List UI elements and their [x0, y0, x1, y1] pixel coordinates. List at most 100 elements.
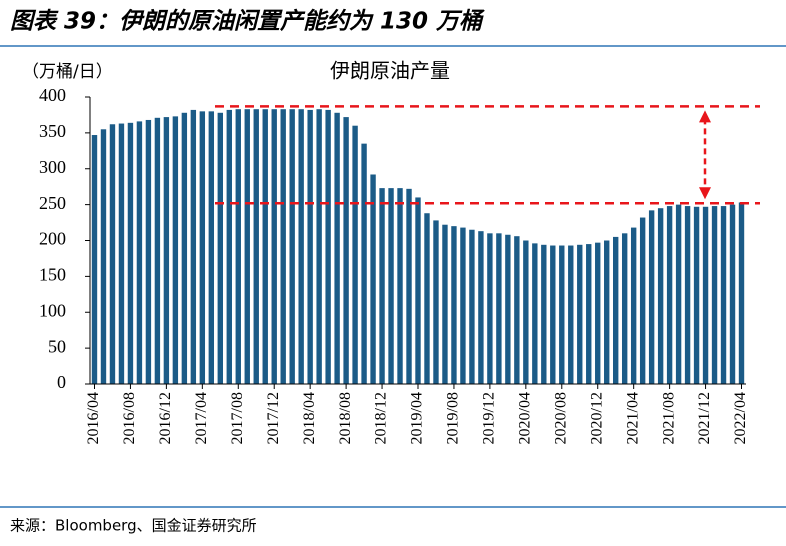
bar — [334, 112, 340, 384]
bar — [262, 109, 268, 384]
bar — [532, 243, 538, 384]
bar — [648, 210, 655, 384]
bar — [496, 233, 502, 384]
bar — [181, 112, 188, 384]
y-tick-label: 200 — [39, 229, 66, 249]
bar — [568, 245, 574, 384]
x-tick-label: 2017/12 — [265, 392, 282, 444]
bar — [505, 234, 511, 384]
x-tick-label: 2017/08 — [229, 392, 246, 444]
arrow-head — [699, 187, 711, 200]
bar — [738, 202, 745, 384]
bar — [199, 111, 206, 384]
y-tick-label: 250 — [39, 193, 66, 213]
bar — [541, 244, 547, 384]
x-tick-label: 2022/04 — [732, 392, 749, 444]
bar — [226, 109, 232, 384]
x-tick-label: 2017/04 — [193, 392, 210, 444]
bar — [442, 224, 448, 384]
y-tick-label: 0 — [57, 372, 66, 392]
x-tick-label: 2021/12 — [696, 392, 713, 444]
bar — [145, 119, 152, 385]
bar — [127, 122, 134, 384]
bar — [720, 206, 727, 384]
bar — [388, 188, 394, 384]
y-axis-label: （万桶/日） — [22, 62, 113, 82]
bar — [702, 206, 709, 384]
bar — [253, 109, 259, 384]
bar — [370, 174, 376, 384]
bar — [172, 116, 179, 384]
bar — [91, 135, 98, 384]
bar — [657, 208, 664, 384]
bar — [451, 226, 457, 384]
x-tick-label: 2020/08 — [552, 392, 569, 444]
bar — [190, 109, 197, 384]
bar — [343, 117, 349, 384]
bar — [271, 109, 277, 384]
bar — [289, 109, 295, 384]
bar — [163, 117, 170, 384]
bar — [154, 117, 161, 385]
bar — [415, 197, 421, 384]
bar — [406, 188, 412, 384]
bar — [550, 245, 556, 384]
bar — [352, 125, 358, 384]
bar — [639, 217, 646, 384]
source: 来源：Bloomberg、国金证券研究所 — [10, 517, 257, 535]
caption: 图表 39：伊朗的原油闲置产能约为 130 万桶 — [10, 9, 485, 35]
bar — [325, 109, 331, 384]
bar — [307, 109, 313, 384]
bar — [361, 143, 367, 384]
bar — [666, 206, 673, 384]
bar — [523, 240, 529, 384]
bar — [711, 206, 718, 384]
bar — [487, 233, 493, 384]
y-tick-label: 150 — [39, 265, 66, 285]
bar — [514, 236, 520, 384]
x-tick-label: 2018/08 — [337, 392, 354, 444]
x-tick-label: 2016/04 — [85, 392, 102, 444]
x-tick-label: 2019/12 — [481, 392, 498, 444]
y-tick-label: 350 — [39, 121, 66, 141]
x-tick-label: 2018/04 — [301, 392, 318, 444]
bar — [675, 204, 682, 384]
bar — [280, 109, 286, 384]
bar — [586, 244, 592, 384]
x-tick-label: 2020/12 — [588, 392, 605, 444]
x-tick-label: 2018/12 — [373, 392, 390, 444]
bar — [244, 109, 250, 384]
bar — [433, 220, 439, 384]
bar — [684, 206, 691, 384]
x-tick-label: 2016/12 — [157, 392, 174, 444]
bar — [136, 121, 143, 385]
bar — [109, 124, 116, 384]
bar — [693, 206, 700, 384]
bar — [478, 231, 484, 384]
bar — [100, 129, 107, 384]
x-tick-label: 2016/08 — [121, 392, 138, 444]
bar — [118, 123, 125, 385]
bar — [604, 240, 610, 384]
y-tick-label: 400 — [39, 85, 66, 105]
bar — [577, 244, 583, 384]
arrow-head — [699, 110, 711, 123]
x-tick-label: 2020/04 — [517, 392, 534, 444]
y-tick-label: 100 — [39, 300, 66, 320]
bar — [595, 242, 601, 384]
bar — [397, 188, 403, 384]
x-tick-label: 2021/08 — [660, 392, 677, 444]
y-tick-label: 50 — [48, 336, 66, 356]
x-tick-label: 2019/04 — [409, 392, 426, 444]
bar — [298, 109, 304, 384]
bar — [316, 109, 322, 384]
y-tick-label: 300 — [39, 157, 66, 177]
bar — [235, 109, 241, 384]
bar — [424, 213, 430, 384]
chart-title: 伊朗原油产量 — [330, 59, 450, 83]
bar — [613, 236, 619, 384]
bar — [559, 245, 565, 384]
bar — [208, 111, 215, 384]
x-tick-label: 2019/08 — [445, 392, 462, 444]
